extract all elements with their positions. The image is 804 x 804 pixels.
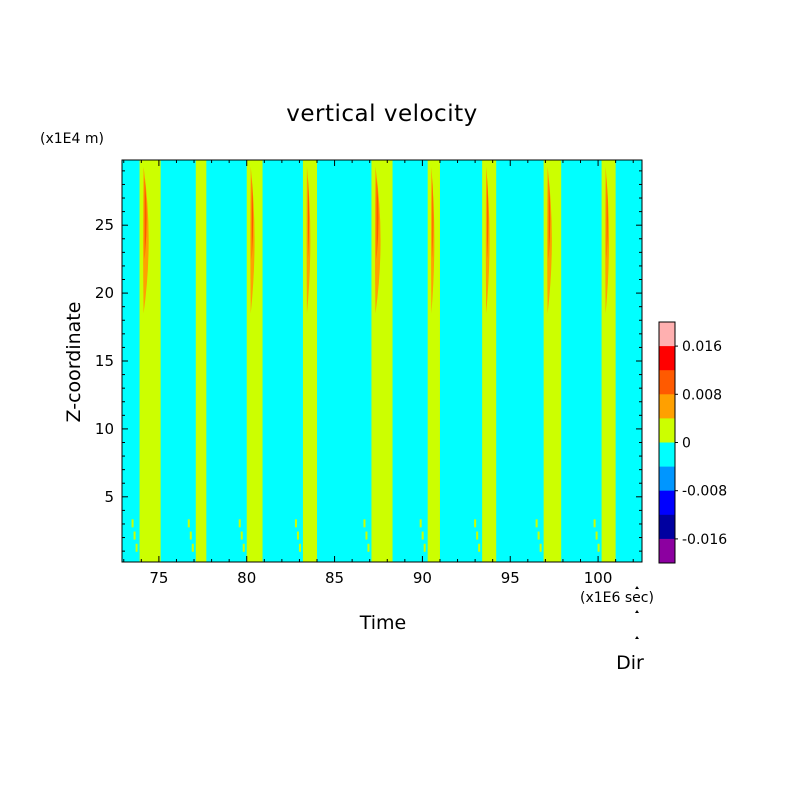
x-tick-label: 100 [584,569,613,587]
speckle [474,519,477,528]
speckle [238,519,241,528]
x-unit-label: (x1E6 sec) [580,590,654,606]
colorbar-swatch [659,322,675,347]
direction-label: Dir [616,652,644,674]
speckle [423,543,426,552]
positive-band [601,160,616,562]
positive-band [302,160,317,562]
positive-band [246,160,263,562]
speckle [421,531,424,540]
positive-band [195,160,207,562]
colorbar-swatch [659,538,675,564]
speckle [363,519,366,528]
speckle [191,543,194,552]
direction-arrow [635,610,639,613]
colorbar-label: -0.008 [682,484,727,500]
speckle [478,543,481,552]
x-tick-label: 85 [325,569,344,587]
speckle [537,531,540,540]
colorbar-label: 0.016 [682,339,722,355]
speckle [593,519,596,528]
x-axis-title: Time [359,612,407,634]
speckle [597,543,600,552]
velocity-core [432,177,434,260]
colorbar-swatch [659,418,675,443]
direction-marker: Dir [616,586,644,674]
velocity-core [307,177,310,260]
colorbar: 0.016 0.008 0 -0.008 -0.016 [658,321,727,564]
speckle [419,519,422,528]
velocity-core [548,177,551,260]
velocity-core [487,177,489,260]
y-unit-label: (x1E4 m) [40,131,104,147]
positive-band [139,160,161,562]
x-tick-label: 90 [413,569,432,587]
speckle [595,531,598,540]
colorbar-swatch [659,370,675,395]
colorbar-swatch [659,514,675,540]
x-tick-label: 95 [501,569,520,587]
colorbar-label: 0 [682,436,691,452]
velocity-core [376,177,379,260]
y-tick-label: 20 [95,284,114,302]
speckle [365,531,368,540]
speckle [476,531,479,540]
speckle [131,519,134,528]
chart-title: vertical velocity [286,101,477,127]
y-tick-label: 25 [95,216,114,234]
speckle [135,543,138,552]
positive-band [371,160,393,562]
y-axis: 5 10 15 20 25 [95,170,642,552]
direction-arrow [635,586,639,589]
colorbar-label: -0.016 [682,532,727,548]
speckle [187,519,190,528]
y-axis-title: Z-coordinate [63,302,85,423]
x-axis: 75 80 85 90 95 100 [123,160,634,587]
colorbar-swatch [659,394,675,419]
velocity-core [251,177,254,260]
colorbar-swatch [659,442,675,467]
speckle [242,543,245,552]
positive-band [543,160,562,562]
speckle [298,543,301,552]
speckle [240,531,243,540]
x-tick-label: 80 [237,569,256,587]
positive-band [427,160,440,562]
colorbar-label: 0.008 [682,387,722,403]
velocity-core [144,177,147,260]
velocity-core [606,177,608,260]
colorbar-swatch [659,490,675,516]
speckle [189,531,192,540]
x-tick-label: 75 [149,569,168,587]
speckle [539,543,542,552]
y-tick-label: 5 [104,488,114,506]
positive-band [482,160,497,562]
colorbar-swatch [659,346,675,371]
speckle [535,519,538,528]
y-tick-label: 15 [95,352,114,370]
colorbar-swatch [659,466,675,491]
speckle [296,531,299,540]
direction-arrow [635,636,639,639]
speckle [294,519,297,528]
speckle [367,543,370,552]
plot-area [121,159,643,563]
speckle [133,531,136,540]
y-tick-label: 10 [95,420,114,438]
